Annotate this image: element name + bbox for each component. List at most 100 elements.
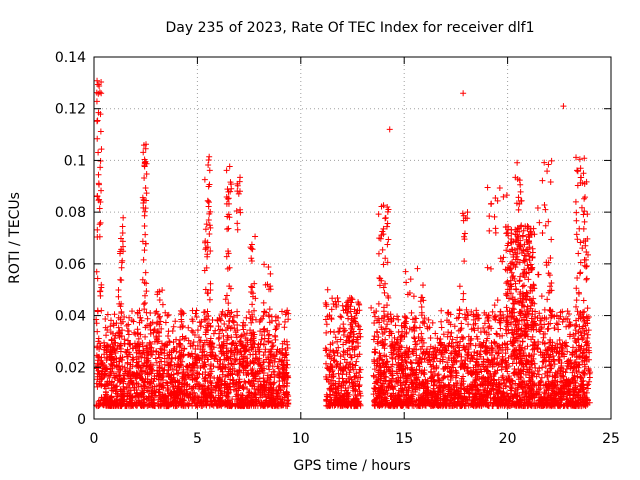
- data-point: [537, 385, 544, 392]
- data-point: [564, 315, 571, 322]
- data-point: [461, 393, 468, 400]
- data-point: [216, 374, 223, 381]
- data-point: [249, 316, 256, 323]
- data-point: [505, 355, 512, 362]
- data-point: [378, 392, 385, 399]
- data-point: [497, 388, 504, 395]
- data-point: [181, 382, 188, 389]
- data-point: [329, 295, 336, 302]
- data-point: [100, 363, 107, 370]
- data-point: [332, 334, 339, 341]
- data-point: [95, 335, 102, 342]
- data-point: [158, 325, 165, 332]
- data-point: [130, 371, 137, 378]
- data-point: [97, 342, 104, 349]
- data-point: [544, 400, 551, 407]
- data-point: [244, 339, 251, 346]
- data-point: [517, 396, 524, 403]
- data-point: [448, 372, 455, 379]
- data-point: [174, 370, 181, 377]
- data-point: [494, 367, 501, 374]
- data-point: [123, 349, 130, 356]
- data-point: [323, 321, 330, 328]
- data-point: [474, 350, 481, 357]
- data-point: [207, 389, 214, 396]
- data-point: [335, 378, 342, 385]
- data-point: [410, 379, 417, 386]
- data-point: [444, 317, 451, 324]
- data-point: [333, 363, 340, 370]
- data-point: [108, 400, 115, 407]
- data-point: [260, 370, 267, 377]
- data-point: [257, 382, 264, 389]
- data-point: [559, 389, 566, 396]
- data-point: [209, 401, 216, 408]
- data-point: [419, 335, 426, 342]
- data-point: [240, 383, 247, 390]
- data-point: [375, 401, 382, 408]
- data-point: [477, 381, 484, 388]
- data-point: [562, 379, 569, 386]
- data-point: [109, 330, 116, 337]
- data-point: [103, 380, 110, 387]
- data-point: [585, 313, 592, 320]
- data-point: [113, 390, 120, 397]
- data-point: [185, 372, 192, 379]
- data-point: [266, 376, 273, 383]
- data-point: [424, 380, 431, 387]
- data-point: [389, 396, 396, 403]
- data-point: [260, 352, 267, 359]
- data-point: [566, 311, 573, 318]
- data-point: [260, 375, 267, 382]
- data-point: [104, 342, 111, 349]
- data-point: [577, 329, 584, 336]
- data-point: [569, 369, 576, 376]
- data-point: [483, 400, 490, 407]
- data-point: [159, 391, 166, 398]
- data-point: [108, 394, 115, 401]
- data-point: [215, 335, 222, 342]
- data-point: [202, 226, 209, 233]
- data-point: [117, 330, 124, 337]
- data-point: [247, 358, 254, 365]
- data-point: [480, 374, 487, 381]
- data-point: [572, 358, 579, 365]
- data-point: [470, 364, 477, 371]
- data-point: [233, 368, 240, 375]
- data-point: [332, 298, 339, 305]
- data-point: [473, 370, 480, 377]
- data-point: [137, 364, 144, 371]
- data-point: [555, 386, 562, 393]
- data-point: [140, 200, 147, 207]
- data-point: [455, 327, 462, 334]
- data-point: [244, 370, 251, 377]
- data-point: [549, 381, 556, 388]
- data-point: [281, 324, 288, 331]
- data-point: [392, 355, 399, 362]
- data-point: [145, 395, 152, 402]
- data-point: [252, 396, 259, 403]
- data-point: [409, 366, 416, 373]
- data-point: [577, 347, 584, 354]
- data-point: [176, 364, 183, 371]
- data-point: [108, 387, 115, 394]
- data-point: [193, 314, 200, 321]
- data-point: [542, 363, 549, 370]
- data-point: [571, 322, 578, 329]
- data-point: [256, 355, 263, 362]
- data-point: [267, 348, 274, 355]
- data-point: [185, 394, 192, 401]
- data-point: [541, 351, 548, 358]
- data-point: [523, 396, 530, 403]
- data-point: [387, 328, 394, 335]
- data-point: [434, 335, 441, 342]
- data-point: [111, 311, 118, 318]
- data-point: [531, 360, 538, 367]
- data-point: [273, 348, 280, 355]
- data-point: [393, 378, 400, 385]
- data-point: [228, 360, 235, 367]
- data-point: [563, 380, 570, 387]
- data-point: [504, 368, 511, 375]
- data-point: [465, 312, 472, 319]
